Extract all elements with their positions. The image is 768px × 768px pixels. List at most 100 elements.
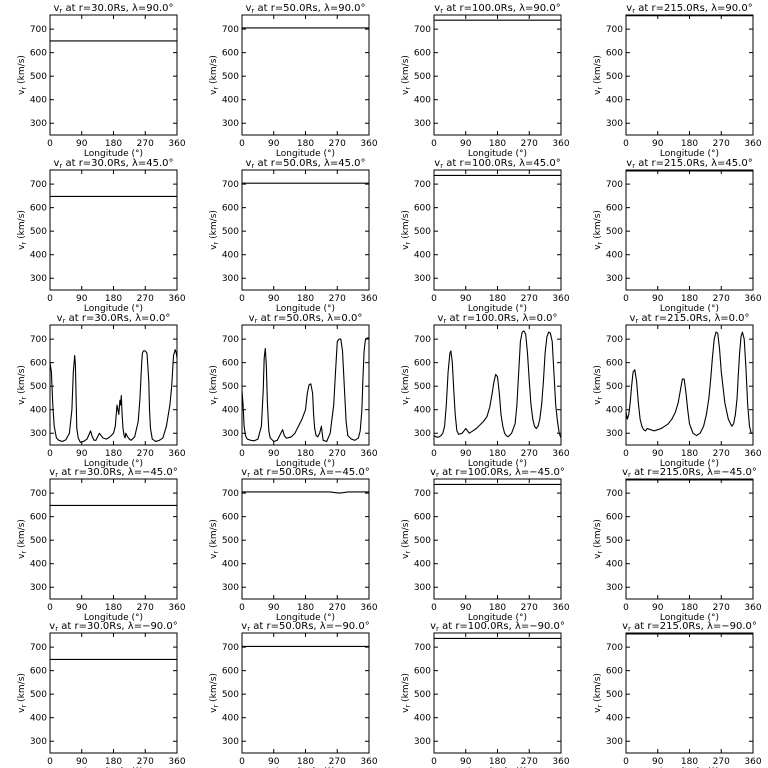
x-tick-label: 0 [47, 449, 53, 459]
y-tick-label: 300 [414, 119, 431, 129]
y-tick-label: 700 [414, 180, 431, 190]
x-tick-label: 90 [76, 603, 88, 613]
x-tick-label: 270 [137, 449, 154, 459]
x-tick-label: 270 [713, 449, 730, 459]
panel-title: vr at r=100.0Rs, λ=45.0° [434, 158, 560, 170]
x-tick-label: 90 [76, 757, 88, 767]
x-tick-label: 0 [623, 603, 629, 613]
panel-title: vr at r=30.0Rs, λ=0.0° [57, 313, 171, 325]
y-tick-label: 500 [30, 227, 47, 237]
y-axis-label: vr (km/s) [593, 673, 604, 713]
x-tick-label: 360 [168, 139, 185, 149]
y-tick-label: 700 [606, 489, 623, 499]
x-tick-label: 90 [268, 294, 280, 304]
y-tick-label: 600 [414, 359, 431, 369]
y-tick-label: 500 [414, 536, 431, 546]
y-tick-label: 600 [30, 359, 47, 369]
x-tick-label: 180 [681, 757, 698, 767]
y-tick-label: 600 [30, 49, 47, 59]
x-axis-label: Longitude (°) [468, 304, 527, 314]
x-tick-label: 360 [360, 603, 377, 613]
x-axis-label: Longitude (°) [276, 304, 335, 314]
y-tick-label: 700 [30, 643, 47, 653]
y-tick-label: 700 [414, 489, 431, 499]
y-tick-label: 500 [222, 382, 239, 392]
plot-frame [241, 14, 370, 136]
y-tick-label: 400 [414, 714, 431, 724]
panel-13: vr at r=30.0Rs, λ=−45.0° 0 90 180 270 360 300 4… [17, 467, 186, 623]
y-axis-label: vr (km/s) [209, 210, 220, 250]
x-axis-label: Longitude (°) [468, 613, 527, 623]
y-tick-label: 300 [30, 737, 47, 747]
y-axis-label: vr (km/s) [17, 365, 28, 405]
panel-title: vr at r=100.0Rs, λ=−90.0° [430, 621, 565, 633]
plot-frame [625, 632, 754, 754]
panel-title: vr at r=100.0Rs, λ=0.0° [437, 313, 557, 325]
x-tick-label: 270 [329, 757, 346, 767]
panel-title: vr at r=30.0Rs, λ=−90.0° [49, 621, 177, 633]
y-tick-label: 400 [606, 406, 623, 416]
x-axis-label: Longitude (°) [660, 613, 719, 623]
y-tick-label: 400 [30, 406, 47, 416]
y-tick-label: 700 [606, 25, 623, 35]
x-tick-label: 270 [521, 603, 538, 613]
x-tick-label: 180 [105, 757, 122, 767]
x-tick-label: 270 [521, 139, 538, 149]
y-tick-label: 700 [414, 335, 431, 345]
y-tick-label: 500 [414, 382, 431, 392]
x-tick-label: 180 [105, 294, 122, 304]
y-tick-label: 600 [414, 667, 431, 677]
y-tick-label: 500 [606, 227, 623, 237]
x-axis-label: Longitude (°) [276, 149, 335, 159]
x-axis-label: Longitude (°) [660, 459, 719, 469]
x-tick-label: 180 [297, 294, 314, 304]
panel-title: vr at r=30.0Rs, λ=45.0° [53, 158, 173, 170]
series-line-vr [242, 491, 369, 494]
x-tick-label: 360 [744, 603, 761, 613]
x-tick-label: 360 [552, 449, 569, 459]
x-tick-label: 0 [239, 449, 245, 459]
plot-frame [433, 169, 562, 291]
series-line-vr [625, 331, 753, 437]
y-tick-label: 300 [30, 429, 47, 439]
x-tick-label: 180 [681, 449, 698, 459]
panel-11: vr at r=100.0Rs, λ=0.0° 0 90 180 270 360 300 40… [401, 313, 570, 469]
y-axis-label: vr (km/s) [593, 365, 604, 405]
y-tick-label: 600 [30, 513, 47, 523]
plot-frame [625, 324, 754, 446]
y-axis-label: vr (km/s) [593, 210, 604, 250]
x-tick-label: 0 [239, 757, 245, 767]
y-axis-label: vr (km/s) [209, 673, 220, 713]
x-tick-label: 180 [105, 139, 122, 149]
y-tick-label: 300 [222, 119, 239, 129]
y-tick-label: 300 [222, 429, 239, 439]
x-tick-label: 180 [681, 139, 698, 149]
y-tick-label: 500 [606, 690, 623, 700]
panel-15: vr at r=100.0Rs, λ=−45.0° 0 90 180 270 360 300… [401, 467, 570, 623]
panel-title: vr at r=50.0Rs, λ=90.0° [245, 3, 365, 15]
y-tick-label: 700 [606, 180, 623, 190]
y-axis-label: vr (km/s) [593, 519, 604, 559]
y-tick-label: 300 [222, 583, 239, 593]
x-tick-label: 360 [168, 757, 185, 767]
x-tick-label: 90 [652, 757, 664, 767]
y-tick-label: 500 [606, 72, 623, 82]
plot-frame [241, 169, 370, 291]
x-tick-label: 0 [623, 757, 629, 767]
y-tick-label: 600 [222, 513, 239, 523]
y-tick-label: 500 [30, 382, 47, 392]
y-axis-label: vr (km/s) [593, 55, 604, 95]
y-axis-label: vr (km/s) [17, 519, 28, 559]
y-tick-label: 400 [606, 560, 623, 570]
y-tick-label: 700 [606, 643, 623, 653]
x-tick-label: 360 [360, 449, 377, 459]
panel-title: vr at r=215.0Rs, λ=−90.0° [622, 621, 757, 633]
panel-title: vr at r=50.0Rs, λ=0.0° [249, 313, 363, 325]
y-tick-label: 600 [222, 667, 239, 677]
y-tick-label: 600 [606, 359, 623, 369]
panel-20: vr at r=215.0Rs, λ=−90.0° 0 90 180 270 360 300… [593, 621, 762, 768]
y-tick-label: 400 [414, 406, 431, 416]
x-axis-label: Longitude (°) [660, 304, 719, 314]
x-tick-label: 360 [360, 757, 377, 767]
y-tick-label: 300 [222, 737, 239, 747]
